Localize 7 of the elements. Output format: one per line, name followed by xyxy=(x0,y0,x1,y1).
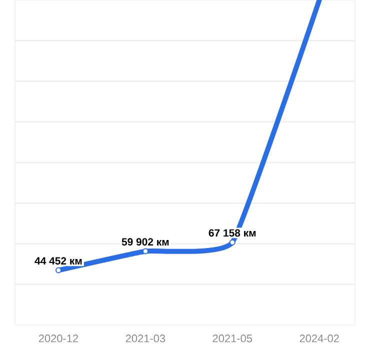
x-tick-label: 2021-03 xyxy=(126,334,166,342)
data-label: 67 158 км xyxy=(208,229,256,237)
data-label: 44 452 км xyxy=(34,257,82,265)
x-tick-label: 2020-12 xyxy=(38,334,78,342)
data-label: 59 902 км xyxy=(122,238,169,246)
x-tick-label: 2021-05 xyxy=(212,334,252,342)
x-tick-label: 2024-02 xyxy=(300,334,339,342)
